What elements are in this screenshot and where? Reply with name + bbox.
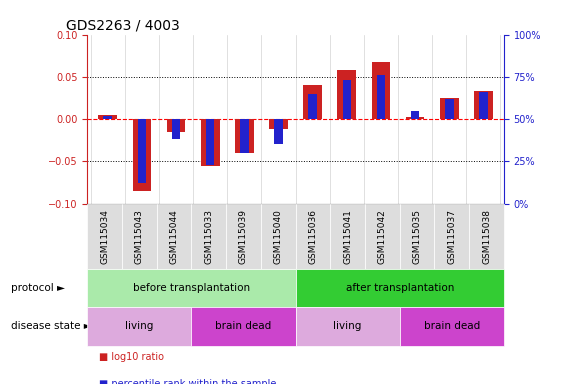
Text: disease state ►: disease state ► [11,321,92,331]
Bar [104,116,112,119]
Bar [201,119,220,166]
Bar [172,119,180,139]
Text: GSM115033: GSM115033 [204,209,213,264]
Text: GSM115036: GSM115036 [309,209,318,264]
Bar [303,85,322,119]
Text: after transplantation: after transplantation [346,283,454,293]
Text: before transplantation: before transplantation [133,283,250,293]
Text: GSM115037: GSM115037 [448,209,456,264]
Bar [274,119,283,144]
Bar [337,70,356,119]
Text: living: living [333,321,362,331]
Bar [167,119,185,132]
Text: GSM115035: GSM115035 [413,209,422,264]
Bar [440,98,459,119]
Bar [206,119,215,165]
Text: brain dead: brain dead [424,321,480,331]
Text: living: living [125,321,154,331]
Bar [137,119,146,183]
Bar [372,61,390,119]
Bar [406,116,425,119]
Text: GSM115040: GSM115040 [274,209,283,263]
Text: GSM115038: GSM115038 [482,209,491,264]
Bar [240,119,249,153]
Text: ■ log10 ratio: ■ log10 ratio [99,352,163,362]
Text: GSM115043: GSM115043 [135,209,144,263]
Bar [132,119,151,191]
Bar [269,119,288,129]
Text: protocol ►: protocol ► [11,283,65,293]
Bar [474,91,493,119]
Text: GSM115039: GSM115039 [239,209,248,264]
Bar [235,119,254,153]
Text: brain dead: brain dead [216,321,271,331]
Text: GSM115042: GSM115042 [378,209,387,263]
Bar [342,80,351,119]
Bar [445,99,454,119]
Bar [479,92,488,119]
Text: GDS2263 / 4003: GDS2263 / 4003 [66,18,180,32]
Text: GSM115034: GSM115034 [100,209,109,263]
Text: GSM115044: GSM115044 [169,209,178,263]
Bar [99,115,117,119]
Bar [309,94,317,119]
Text: GSM115041: GSM115041 [343,209,352,263]
Bar [411,111,419,119]
Bar [377,75,385,119]
Text: ■ percentile rank within the sample: ■ percentile rank within the sample [99,379,276,384]
